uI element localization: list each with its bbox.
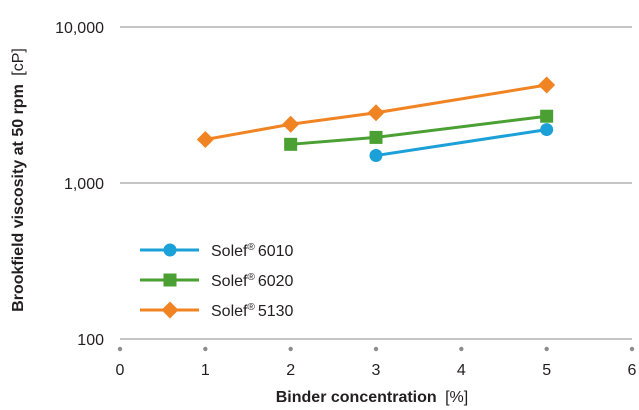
series-group — [196, 76, 556, 163]
data-point-5130-1 — [282, 115, 300, 133]
legend-suffix: 5130 — [258, 303, 294, 320]
x-tick-labels: 0 1 2 3 4 5 6 — [116, 362, 637, 379]
x-tick-label-2: 2 — [286, 362, 295, 379]
x-tick-label-5: 5 — [542, 362, 551, 379]
x-tick-dot-4 — [459, 346, 464, 352]
legend-label-6010: Solef® 6010 — [211, 242, 294, 260]
legend-name: Solef — [211, 303, 248, 320]
data-point-6010-1 — [540, 123, 554, 137]
legend-suffix: 6010 — [258, 243, 294, 260]
x-axis-unit: [%] — [445, 389, 468, 406]
y-tick-label-0: 10,000 — [55, 20, 104, 37]
x-tick-label-1: 1 — [201, 362, 210, 379]
legend-label-6020: Solef® 6020 — [211, 272, 294, 290]
x-tick-dots — [117, 346, 635, 352]
y-axis-title: Brookfield viscosity at 50 rpm [cP] — [10, 48, 27, 312]
x-tick-dot-2 — [288, 346, 293, 352]
x-tick-label-0: 0 — [116, 362, 125, 379]
y-tick-label-1: 1,000 — [64, 176, 104, 193]
series-line-5130 — [205, 83, 547, 141]
y-tick-labels: 10,000 1,000 100 — [55, 20, 104, 349]
registered-mark: ® — [247, 272, 255, 283]
legend-item-6020: Solef® 6020 — [140, 272, 294, 290]
series-5130 — [196, 76, 556, 149]
y-axis-label: Brookfield viscosity at 50 rpm — [10, 84, 27, 312]
data-point-5130-2 — [367, 104, 385, 122]
legend-marker-6020 — [163, 273, 177, 287]
x-axis-label: Binder concentration — [276, 389, 437, 406]
data-point-5130-0 — [196, 131, 214, 149]
registered-mark: ® — [247, 302, 255, 313]
data-point-6020-2 — [540, 109, 554, 123]
series-6010 — [369, 123, 554, 163]
legend-item-5130: Solef® 5130 — [140, 301, 294, 320]
data-point-5130-3 — [538, 76, 556, 94]
grid-lines — [120, 26, 632, 340]
y-tick-label-2: 100 — [77, 332, 104, 349]
legend-name: Solef — [211, 243, 248, 260]
y-axis-unit: [cP] — [10, 48, 27, 76]
legend-suffix: 6020 — [258, 273, 294, 290]
x-tick-label-4: 4 — [457, 362, 466, 379]
data-point-6020-1 — [369, 130, 383, 144]
data-point-6020-0 — [284, 137, 298, 151]
series-6020 — [284, 109, 554, 151]
x-axis-title: Binder concentration [%] — [276, 389, 468, 406]
legend-marker-5130 — [161, 301, 179, 319]
x-tick-label-3: 3 — [372, 362, 381, 379]
x-tick-dot-0 — [117, 346, 123, 352]
x-tick-dot-3 — [373, 346, 379, 352]
legend-label-5130: Solef® 5130 — [211, 302, 294, 320]
legend-marker-6010 — [163, 243, 177, 257]
registered-mark: ® — [247, 242, 255, 253]
legend-name: Solef — [211, 273, 248, 290]
x-tick-dot-6 — [629, 346, 635, 352]
legend-item-6010: Solef® 6010 — [140, 242, 294, 260]
x-tick-dot-1 — [203, 346, 208, 352]
series-line-6010 — [375, 128, 547, 158]
x-tick-dot-5 — [544, 346, 549, 352]
data-point-6010-0 — [369, 149, 383, 163]
x-tick-label-6: 6 — [628, 362, 637, 379]
